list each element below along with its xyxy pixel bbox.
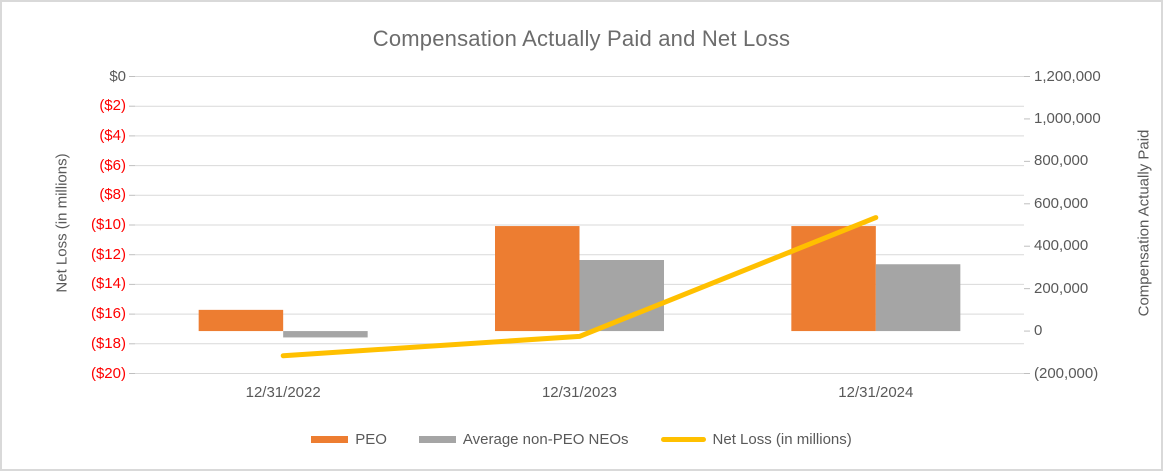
right-axis-tick-label: 800,000 xyxy=(1034,152,1089,170)
right-axis-tick-label: 200,000 xyxy=(1034,279,1089,297)
left-axis-tick-label: ($4) xyxy=(99,126,126,144)
left-axis-tick-label: ($14) xyxy=(90,275,126,293)
legend-item: PEO xyxy=(311,431,387,448)
legend-label: Net Loss (in millions) xyxy=(712,431,852,448)
left-axis-tick-label: ($12) xyxy=(90,245,126,263)
left-axis-tick-label: $0 xyxy=(109,67,126,85)
legend-item: Average non-PEO NEOs xyxy=(418,431,629,448)
left-axis-tick-label: ($16) xyxy=(90,305,126,323)
right-axis-tick-label: 400,000 xyxy=(1034,237,1089,255)
left-axis-tick-label: ($10) xyxy=(90,216,126,233)
category-label: 12/31/2023 xyxy=(541,384,618,401)
bar-peo xyxy=(495,226,580,332)
right-axis-tick-label: 1,200,000 xyxy=(1034,67,1101,85)
left-axis-tick-label: ($2) xyxy=(99,97,126,115)
right-axis-tick-label: 600,000 xyxy=(1034,194,1089,212)
category-label: 12/31/2024 xyxy=(838,384,914,401)
bar-average-non-peo-neos xyxy=(283,331,368,338)
net-loss-line xyxy=(280,215,879,359)
legend-bar-swatch xyxy=(418,436,456,443)
left-axis-tick-label: ($8) xyxy=(99,186,126,204)
left-axis-tick-label: ($20) xyxy=(90,364,126,382)
category-label: 12/31/2022 xyxy=(245,384,321,401)
chart-legend: PEO Average non-PEO NEOs Net Loss (in mill… xyxy=(2,431,1161,448)
chart-title: Compensation Actually Paid and Net Loss xyxy=(372,26,791,51)
legend-item: Net Loss (in millions) xyxy=(660,431,852,448)
left-axis-tick-label: ($18) xyxy=(90,334,126,352)
left-axis-tick-label: ($6) xyxy=(99,156,126,174)
bar-peo xyxy=(198,309,284,332)
legend-label: PEO xyxy=(355,431,387,448)
legend-label: Average non-PEO NEOs xyxy=(462,431,629,448)
legend-bar-swatch xyxy=(311,436,349,443)
bar-peo xyxy=(791,226,876,332)
legend-line-swatch xyxy=(660,437,706,442)
right-axis-tick-label: (200,000) xyxy=(1034,364,1099,382)
right-axis-title: Compensation Actually Paid xyxy=(1135,129,1153,317)
right-axis-tick-label: 0 xyxy=(1034,322,1043,340)
right-axis-tick-label: 1,000,000 xyxy=(1034,109,1101,127)
bar-average-non-peo-neos xyxy=(875,264,961,332)
